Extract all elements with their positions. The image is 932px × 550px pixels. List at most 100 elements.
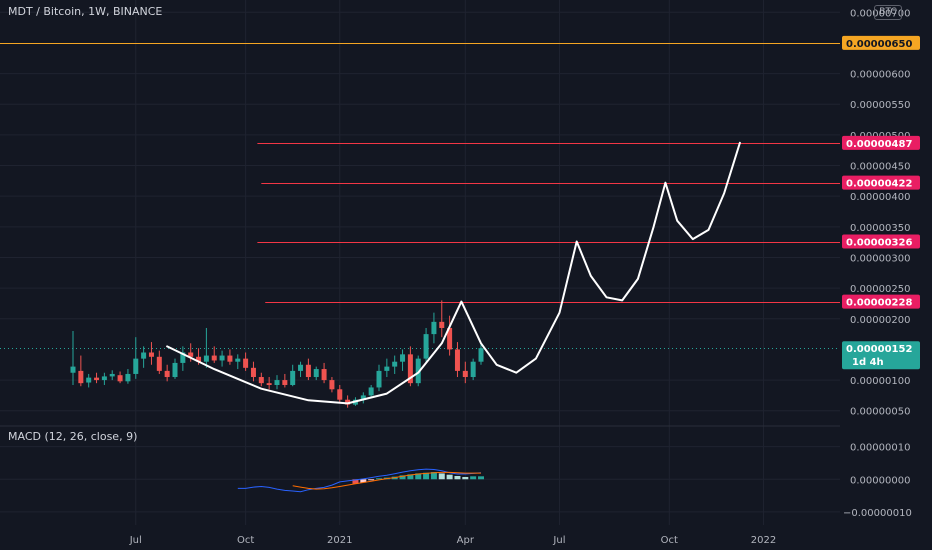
candle-body [400, 354, 406, 362]
candle-body [196, 356, 202, 362]
macd-title[interactable]: MACD (12, 26, close, 9) [8, 430, 138, 443]
candle-body [290, 370, 296, 385]
candle-body [156, 356, 162, 371]
candle-body [282, 380, 288, 385]
macd-line [237, 468, 482, 493]
macd-histogram-bar [454, 476, 461, 480]
macd-histogram-bar [430, 472, 437, 480]
last-price-label: 0.00000152 [846, 344, 912, 355]
candle-body [392, 361, 398, 367]
candle-body [172, 362, 178, 378]
macd-histogram-bar [399, 475, 406, 480]
price-tick-label: 0.00000050 [850, 407, 910, 418]
candle-body [274, 380, 280, 385]
candle-body [298, 364, 304, 371]
candle-body [415, 358, 421, 384]
macd-histogram-bar [446, 474, 453, 480]
candle-body [407, 354, 413, 384]
candle-body [86, 377, 92, 383]
candle-body [235, 358, 241, 362]
candle-body [368, 387, 374, 396]
horizontal-levels[interactable] [0, 43, 840, 349]
candle-body [384, 366, 390, 371]
candle-body [188, 352, 194, 357]
candle-body [101, 376, 107, 381]
level-price-label: 0.00000487 [846, 139, 912, 150]
projection-path[interactable] [166, 141, 741, 405]
macd-histogram-bar [407, 474, 414, 480]
candle-body [227, 355, 233, 362]
level-price-label: 0.00000326 [846, 238, 912, 249]
candle-body [141, 352, 147, 359]
macd-histogram-bar [415, 473, 422, 480]
candlestick-series [70, 300, 484, 408]
candle-body [447, 327, 453, 350]
time-tick-label: Oct [661, 535, 678, 546]
candle-body [462, 370, 468, 378]
time-axis[interactable]: Jul Oct 2021 Apr Jul Oct 2022 [129, 535, 776, 546]
level-price-label: 0.00000650 [846, 39, 912, 50]
currency-badge[interactable]: BTC [874, 5, 902, 20]
candle-body [70, 366, 76, 373]
candle-body [345, 399, 351, 405]
chart-title[interactable]: MDT / Bitcoin, 1W, BINANCE [8, 5, 163, 18]
macd-histogram-bar [376, 478, 382, 480]
time-tick-label: Jul [129, 535, 142, 546]
signal-line [292, 471, 481, 490]
level-price-tag [842, 35, 920, 50]
price-tags: 0.00000650 0.00000487 0.00000422 0.00000326… [842, 35, 920, 370]
candle-body [258, 377, 264, 384]
countdown-label: 1d 4h [852, 357, 884, 368]
level-price-label: 0.00000228 [846, 298, 912, 309]
macd-histogram-bar [423, 472, 430, 480]
price-tick-label: 0.00000100 [850, 376, 910, 387]
price-tick-label: 0.00000550 [850, 100, 910, 111]
macd-histogram-bar [438, 473, 445, 480]
price-tick-label: 0.00000400 [850, 192, 910, 203]
candle-body [250, 367, 256, 378]
candle-body [78, 370, 84, 384]
grid-lines [0, 0, 840, 525]
macd-tick-label: 0.00000010 [850, 443, 910, 454]
candle-body [376, 370, 382, 388]
candle-body [337, 389, 343, 400]
candle-body [219, 355, 225, 361]
level-price-tag [842, 294, 920, 309]
candle-body [470, 361, 476, 378]
candle-body [360, 395, 366, 400]
price-tick-label: 0.00000600 [850, 70, 910, 81]
macd-histogram-bar [478, 476, 484, 480]
price-axis[interactable]: 0.00000050 0.00000100 0.00000200 0.00000250… [850, 8, 910, 417]
candle-body [439, 321, 445, 328]
macd-tick-label: −0.00000010 [843, 508, 912, 519]
price-tick-label: 0.00000250 [850, 284, 910, 295]
macd-histogram-bar [368, 479, 375, 481]
macd-histogram-bar [360, 479, 367, 483]
time-tick-label: Oct [237, 535, 254, 546]
time-tick-label: 2021 [327, 535, 352, 546]
level-price-tag [842, 234, 920, 249]
level-price-tag [842, 135, 920, 150]
macd-histogram-bar [352, 479, 359, 484]
projection-curve [166, 141, 741, 405]
price-tick-label: 0.00000700 [850, 8, 910, 19]
candle-body [329, 380, 335, 390]
candle-body [94, 377, 100, 381]
level-price-label: 0.00000422 [846, 179, 912, 190]
candle-body [133, 358, 139, 374]
macd-histogram-bar [462, 476, 469, 480]
price-tick-label: 0.00000450 [850, 162, 910, 173]
time-tick-label: Apr [457, 535, 475, 546]
candle-body [180, 352, 186, 363]
last-price-tag [842, 341, 920, 370]
candle-body [109, 373, 115, 377]
price-tick-label: 0.00000300 [850, 253, 910, 264]
level-price-tag [842, 175, 920, 190]
candle-body [305, 364, 311, 378]
macd-pane [237, 468, 484, 493]
candle-body [125, 373, 131, 382]
candle-body [454, 349, 460, 371]
candle-body [211, 355, 217, 361]
